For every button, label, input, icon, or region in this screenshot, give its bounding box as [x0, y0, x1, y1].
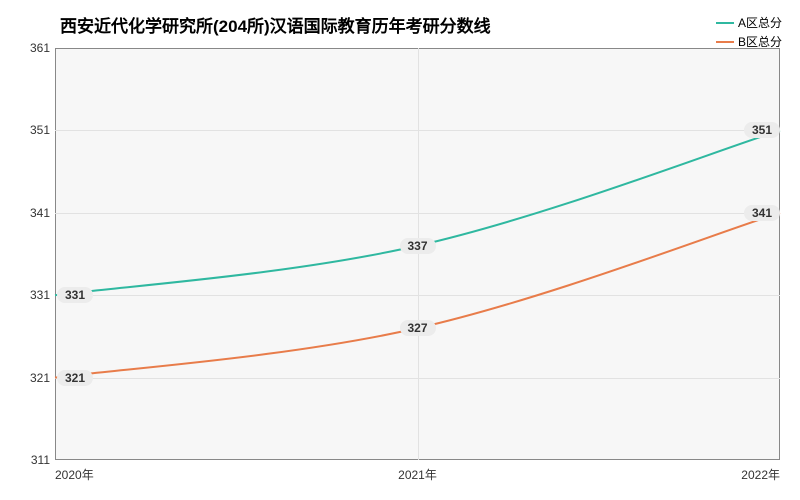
data-label: 341 [744, 205, 780, 221]
data-label: 351 [744, 122, 780, 138]
data-label: 337 [399, 238, 435, 254]
data-label: 327 [399, 320, 435, 336]
chart-container: 西安近代化学研究所(204所)汉语国际教育历年考研分数线 A区总分 B区总分 3… [0, 0, 800, 500]
series-line [55, 130, 780, 295]
data-label: 331 [57, 287, 93, 303]
data-label: 321 [57, 370, 93, 386]
